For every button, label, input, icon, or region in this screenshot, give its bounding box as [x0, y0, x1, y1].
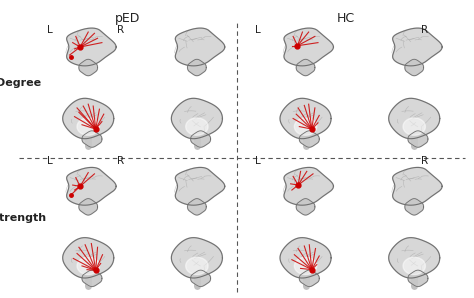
Text: HC: HC: [337, 12, 355, 25]
Polygon shape: [186, 118, 208, 135]
Polygon shape: [67, 167, 116, 205]
Text: R: R: [117, 156, 125, 166]
Polygon shape: [63, 238, 114, 278]
Polygon shape: [79, 199, 98, 215]
Text: Degree: Degree: [0, 78, 42, 89]
Text: R: R: [117, 25, 125, 35]
Polygon shape: [300, 131, 319, 147]
Polygon shape: [392, 28, 442, 66]
Polygon shape: [77, 118, 100, 135]
Polygon shape: [392, 167, 442, 205]
Polygon shape: [294, 257, 317, 275]
Polygon shape: [405, 59, 424, 76]
Polygon shape: [77, 257, 100, 275]
Polygon shape: [191, 270, 210, 287]
Polygon shape: [405, 199, 424, 215]
Text: L: L: [255, 25, 261, 35]
Polygon shape: [63, 98, 114, 139]
Polygon shape: [82, 131, 102, 147]
Text: R: R: [420, 156, 428, 166]
Polygon shape: [408, 270, 428, 287]
Polygon shape: [186, 257, 208, 275]
Text: R: R: [420, 25, 428, 35]
Polygon shape: [403, 257, 425, 275]
Text: L: L: [47, 156, 53, 166]
Polygon shape: [284, 167, 333, 205]
Polygon shape: [172, 98, 222, 139]
Polygon shape: [408, 131, 428, 147]
Polygon shape: [175, 28, 225, 66]
Polygon shape: [300, 270, 319, 287]
Polygon shape: [389, 238, 440, 278]
Polygon shape: [284, 28, 333, 66]
Polygon shape: [191, 131, 210, 147]
Polygon shape: [188, 59, 206, 76]
Polygon shape: [296, 59, 315, 76]
Text: L: L: [255, 156, 261, 166]
Polygon shape: [172, 238, 222, 278]
Polygon shape: [294, 118, 317, 135]
Polygon shape: [79, 59, 98, 76]
Text: Strength: Strength: [0, 212, 46, 223]
Polygon shape: [389, 98, 440, 139]
Polygon shape: [280, 98, 331, 139]
Polygon shape: [67, 28, 116, 66]
Text: pED: pED: [115, 12, 141, 25]
Polygon shape: [280, 238, 331, 278]
Polygon shape: [175, 167, 225, 205]
Polygon shape: [296, 199, 315, 215]
Polygon shape: [403, 118, 425, 135]
Polygon shape: [82, 270, 102, 287]
Polygon shape: [188, 199, 206, 215]
Text: L: L: [47, 25, 53, 35]
